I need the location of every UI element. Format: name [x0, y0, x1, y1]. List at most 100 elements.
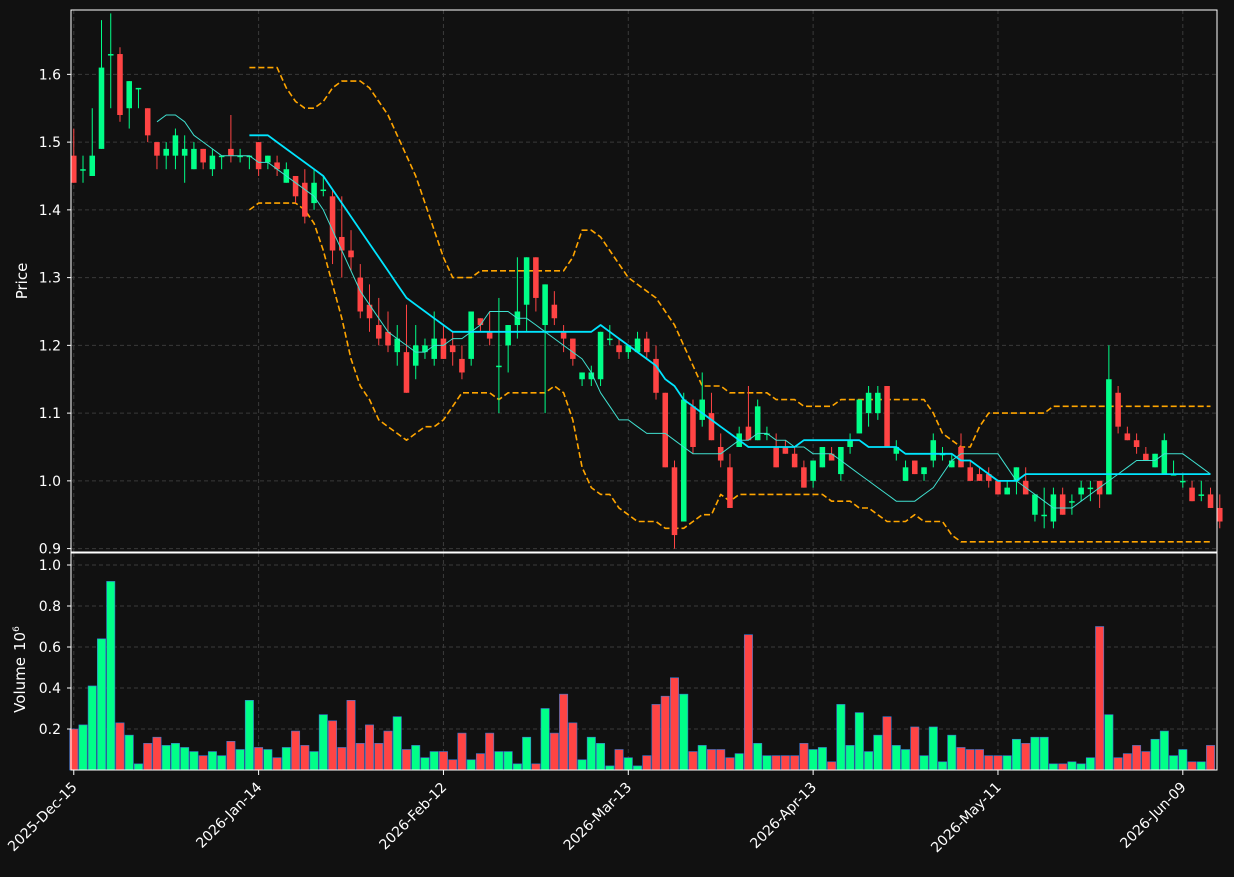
volume-bar	[411, 745, 421, 771]
volume-bar	[1021, 743, 1031, 771]
volume-bar	[207, 751, 217, 771]
candle-up	[921, 467, 927, 475]
volume-bar	[457, 732, 467, 771]
volume-bar	[799, 743, 809, 771]
candle-down	[773, 446, 779, 468]
candle-up	[496, 365, 502, 368]
candle-down	[200, 148, 206, 163]
volume-tick-label: 0.4	[39, 681, 61, 697]
candle-down	[228, 148, 234, 156]
volume-bar	[1159, 730, 1169, 771]
volume-bar	[605, 765, 615, 771]
price-tick-label: 0.9	[39, 542, 61, 558]
volume-bar	[1178, 749, 1188, 771]
candle-down	[708, 413, 715, 441]
candle-up	[607, 338, 613, 341]
candle-down	[967, 467, 974, 481]
volume-bar	[707, 749, 716, 771]
volume-tick-label: 0.2	[39, 722, 61, 738]
volume-bar	[1076, 763, 1086, 771]
volume-bar	[346, 699, 356, 771]
volume-bar	[475, 753, 485, 771]
candle-down	[154, 142, 160, 156]
candle-up	[865, 392, 872, 414]
candle-down	[616, 345, 622, 353]
candle-up	[505, 325, 511, 346]
volume-bar	[790, 755, 800, 771]
candle-up	[1198, 494, 1205, 496]
candle-down	[348, 250, 354, 258]
candle-up	[1041, 514, 1047, 517]
candle-up	[1078, 487, 1084, 495]
volume-bar	[734, 753, 744, 771]
volume-bar	[1132, 745, 1142, 771]
candle-down	[690, 406, 696, 447]
candle-up	[680, 399, 687, 522]
candle-up	[181, 148, 188, 156]
candle-up	[847, 440, 853, 447]
candle-up	[1106, 379, 1112, 495]
candle-down	[1189, 487, 1195, 502]
volume-bar	[124, 734, 134, 771]
volume-bar	[170, 743, 180, 771]
volume-bar	[623, 757, 633, 771]
candle-up	[172, 135, 179, 156]
candle-up	[634, 338, 641, 353]
volume-bar	[743, 634, 753, 771]
candle-up	[80, 169, 86, 171]
volume-bar	[485, 732, 495, 771]
volume-bar	[540, 708, 550, 771]
candle-down	[71, 155, 77, 183]
volume-bar	[688, 751, 698, 771]
candle-down	[1143, 453, 1149, 461]
candle-down	[459, 358, 465, 373]
volume-bar	[1048, 763, 1058, 771]
volume-bar	[577, 759, 587, 771]
volume-bar	[254, 747, 264, 771]
candle-down	[302, 182, 308, 217]
candle-down	[782, 446, 789, 454]
volume-axis-exponent: 6	[12, 626, 22, 632]
volume-bar	[198, 755, 208, 771]
volume-bar	[97, 638, 106, 771]
candle-up	[265, 155, 271, 163]
volume-bar	[854, 712, 864, 771]
candle-down	[449, 345, 456, 353]
volume-bar	[281, 747, 291, 771]
candle-down	[1133, 440, 1140, 447]
volume-bar	[263, 749, 273, 771]
candle-down	[403, 352, 410, 393]
volume-bar	[965, 749, 975, 771]
volume-bar	[134, 763, 143, 771]
candle-down	[801, 467, 807, 488]
candles-layer	[71, 13, 1223, 549]
candle-up	[819, 446, 826, 468]
candle-up	[902, 467, 909, 481]
volume-bar	[1002, 755, 1012, 771]
candle-down	[884, 386, 890, 447]
volume-bar	[614, 749, 624, 771]
volume-panel-frame	[70, 552, 1218, 771]
candle-down	[644, 338, 650, 353]
candle-up	[597, 331, 604, 380]
candle-up	[218, 155, 225, 158]
candle-up	[126, 81, 132, 109]
volume-bar	[1150, 738, 1160, 771]
volume-bar	[651, 704, 661, 771]
candle-down	[727, 467, 733, 508]
volume-bar	[1011, 738, 1021, 771]
volume-bar	[1122, 753, 1132, 771]
volume-bar	[670, 677, 679, 771]
volume-bars-layer	[69, 581, 1215, 771]
volume-bar	[1058, 763, 1068, 771]
candle-up	[699, 399, 705, 420]
candle-down	[339, 236, 345, 251]
candle-up	[89, 155, 96, 176]
volume-bar	[697, 745, 707, 771]
candle-down	[653, 358, 659, 393]
candle-up	[1004, 487, 1010, 495]
volume-bar	[1039, 736, 1049, 771]
candle-down	[144, 108, 151, 136]
volume-bar	[910, 726, 920, 771]
